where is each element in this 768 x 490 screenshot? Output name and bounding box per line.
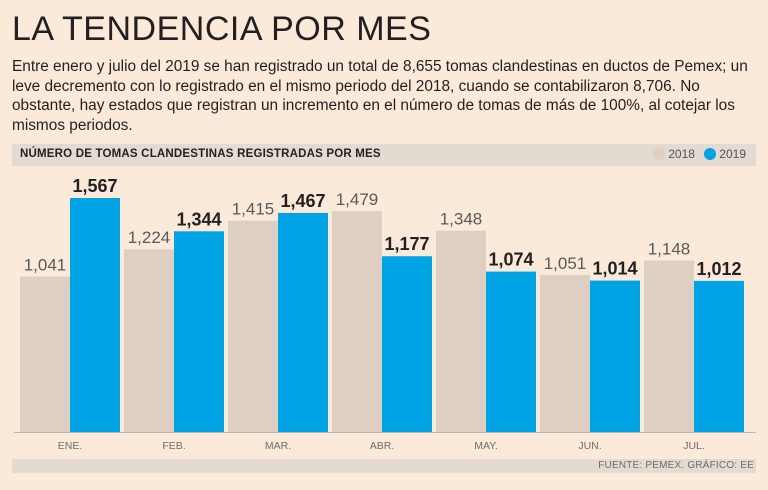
data-label-2019-1: 1,344 xyxy=(176,209,221,229)
bar-2018-2 xyxy=(228,220,278,432)
bar-2019-3 xyxy=(382,256,432,432)
bar-2018-5 xyxy=(540,275,590,432)
legend-item-2018: 2018 xyxy=(653,147,695,161)
data-label-2019-4: 1,074 xyxy=(488,250,533,270)
page-title: LA TENDENCIA POR MES xyxy=(12,10,432,48)
x-tick-label-3: ABR. xyxy=(370,440,395,452)
chart-title: NÚMERO DE TOMAS CLANDESTINAS REGISTRADAS… xyxy=(20,148,381,160)
bar-2019-5 xyxy=(590,280,640,432)
x-tick-label-4: MAY. xyxy=(474,440,498,452)
data-label-2018-4: 1,348 xyxy=(440,210,483,229)
x-tick-label-1: FEB. xyxy=(162,440,185,452)
legend-label-2019: 2019 xyxy=(719,147,746,161)
bar-2018-1 xyxy=(124,249,174,432)
x-tick-label-6: JUL. xyxy=(683,440,705,452)
data-label-2018-5: 1,051 xyxy=(544,254,587,273)
x-tick-label-2: MAR. xyxy=(265,440,291,452)
intro-paragraph: Entre enero y julio del 2019 se han regi… xyxy=(12,58,748,134)
legend-item-2019: 2019 xyxy=(704,147,746,161)
data-label-2018-6: 1,148 xyxy=(648,240,691,259)
chart-header-bar: NÚMERO DE TOMAS CLANDESTINAS REGISTRADAS… xyxy=(12,144,756,166)
bar-2018-4 xyxy=(436,230,486,432)
data-label-2019-0: 1,567 xyxy=(72,176,117,196)
x-tick-label-0: ENE. xyxy=(58,440,83,452)
legend-swatch-2019 xyxy=(704,148,717,160)
data-label-2019-6: 1,012 xyxy=(696,259,741,279)
data-label-2018-3: 1,479 xyxy=(336,190,379,209)
bar-2018-3 xyxy=(332,211,382,432)
legend-label-2018: 2018 xyxy=(668,147,695,161)
data-label-2019-3: 1,177 xyxy=(384,234,429,254)
legend: 2018 2019 xyxy=(647,147,746,161)
bar-2019-4 xyxy=(486,271,536,432)
source-credit: FUENTE: PEMEX. GRÁFICO: EE xyxy=(598,460,754,471)
bar-2019-6 xyxy=(694,280,744,432)
data-label-2019-5: 1,014 xyxy=(592,259,637,279)
data-label-2018-1: 1,224 xyxy=(128,228,171,247)
x-tick-label-5: JUN. xyxy=(578,440,601,452)
footer-bar xyxy=(12,459,756,473)
data-label-2019-2: 1,467 xyxy=(280,191,325,211)
bar-2018-6 xyxy=(644,260,694,432)
bar-2019-0 xyxy=(70,198,120,432)
legend-swatch-2018 xyxy=(653,148,666,160)
data-label-2018-0: 1,041 xyxy=(24,256,67,275)
bar-2018-0 xyxy=(20,276,70,432)
bar-2019-1 xyxy=(174,231,224,432)
data-label-2018-2: 1,415 xyxy=(232,200,275,219)
bar-2019-2 xyxy=(278,212,328,432)
